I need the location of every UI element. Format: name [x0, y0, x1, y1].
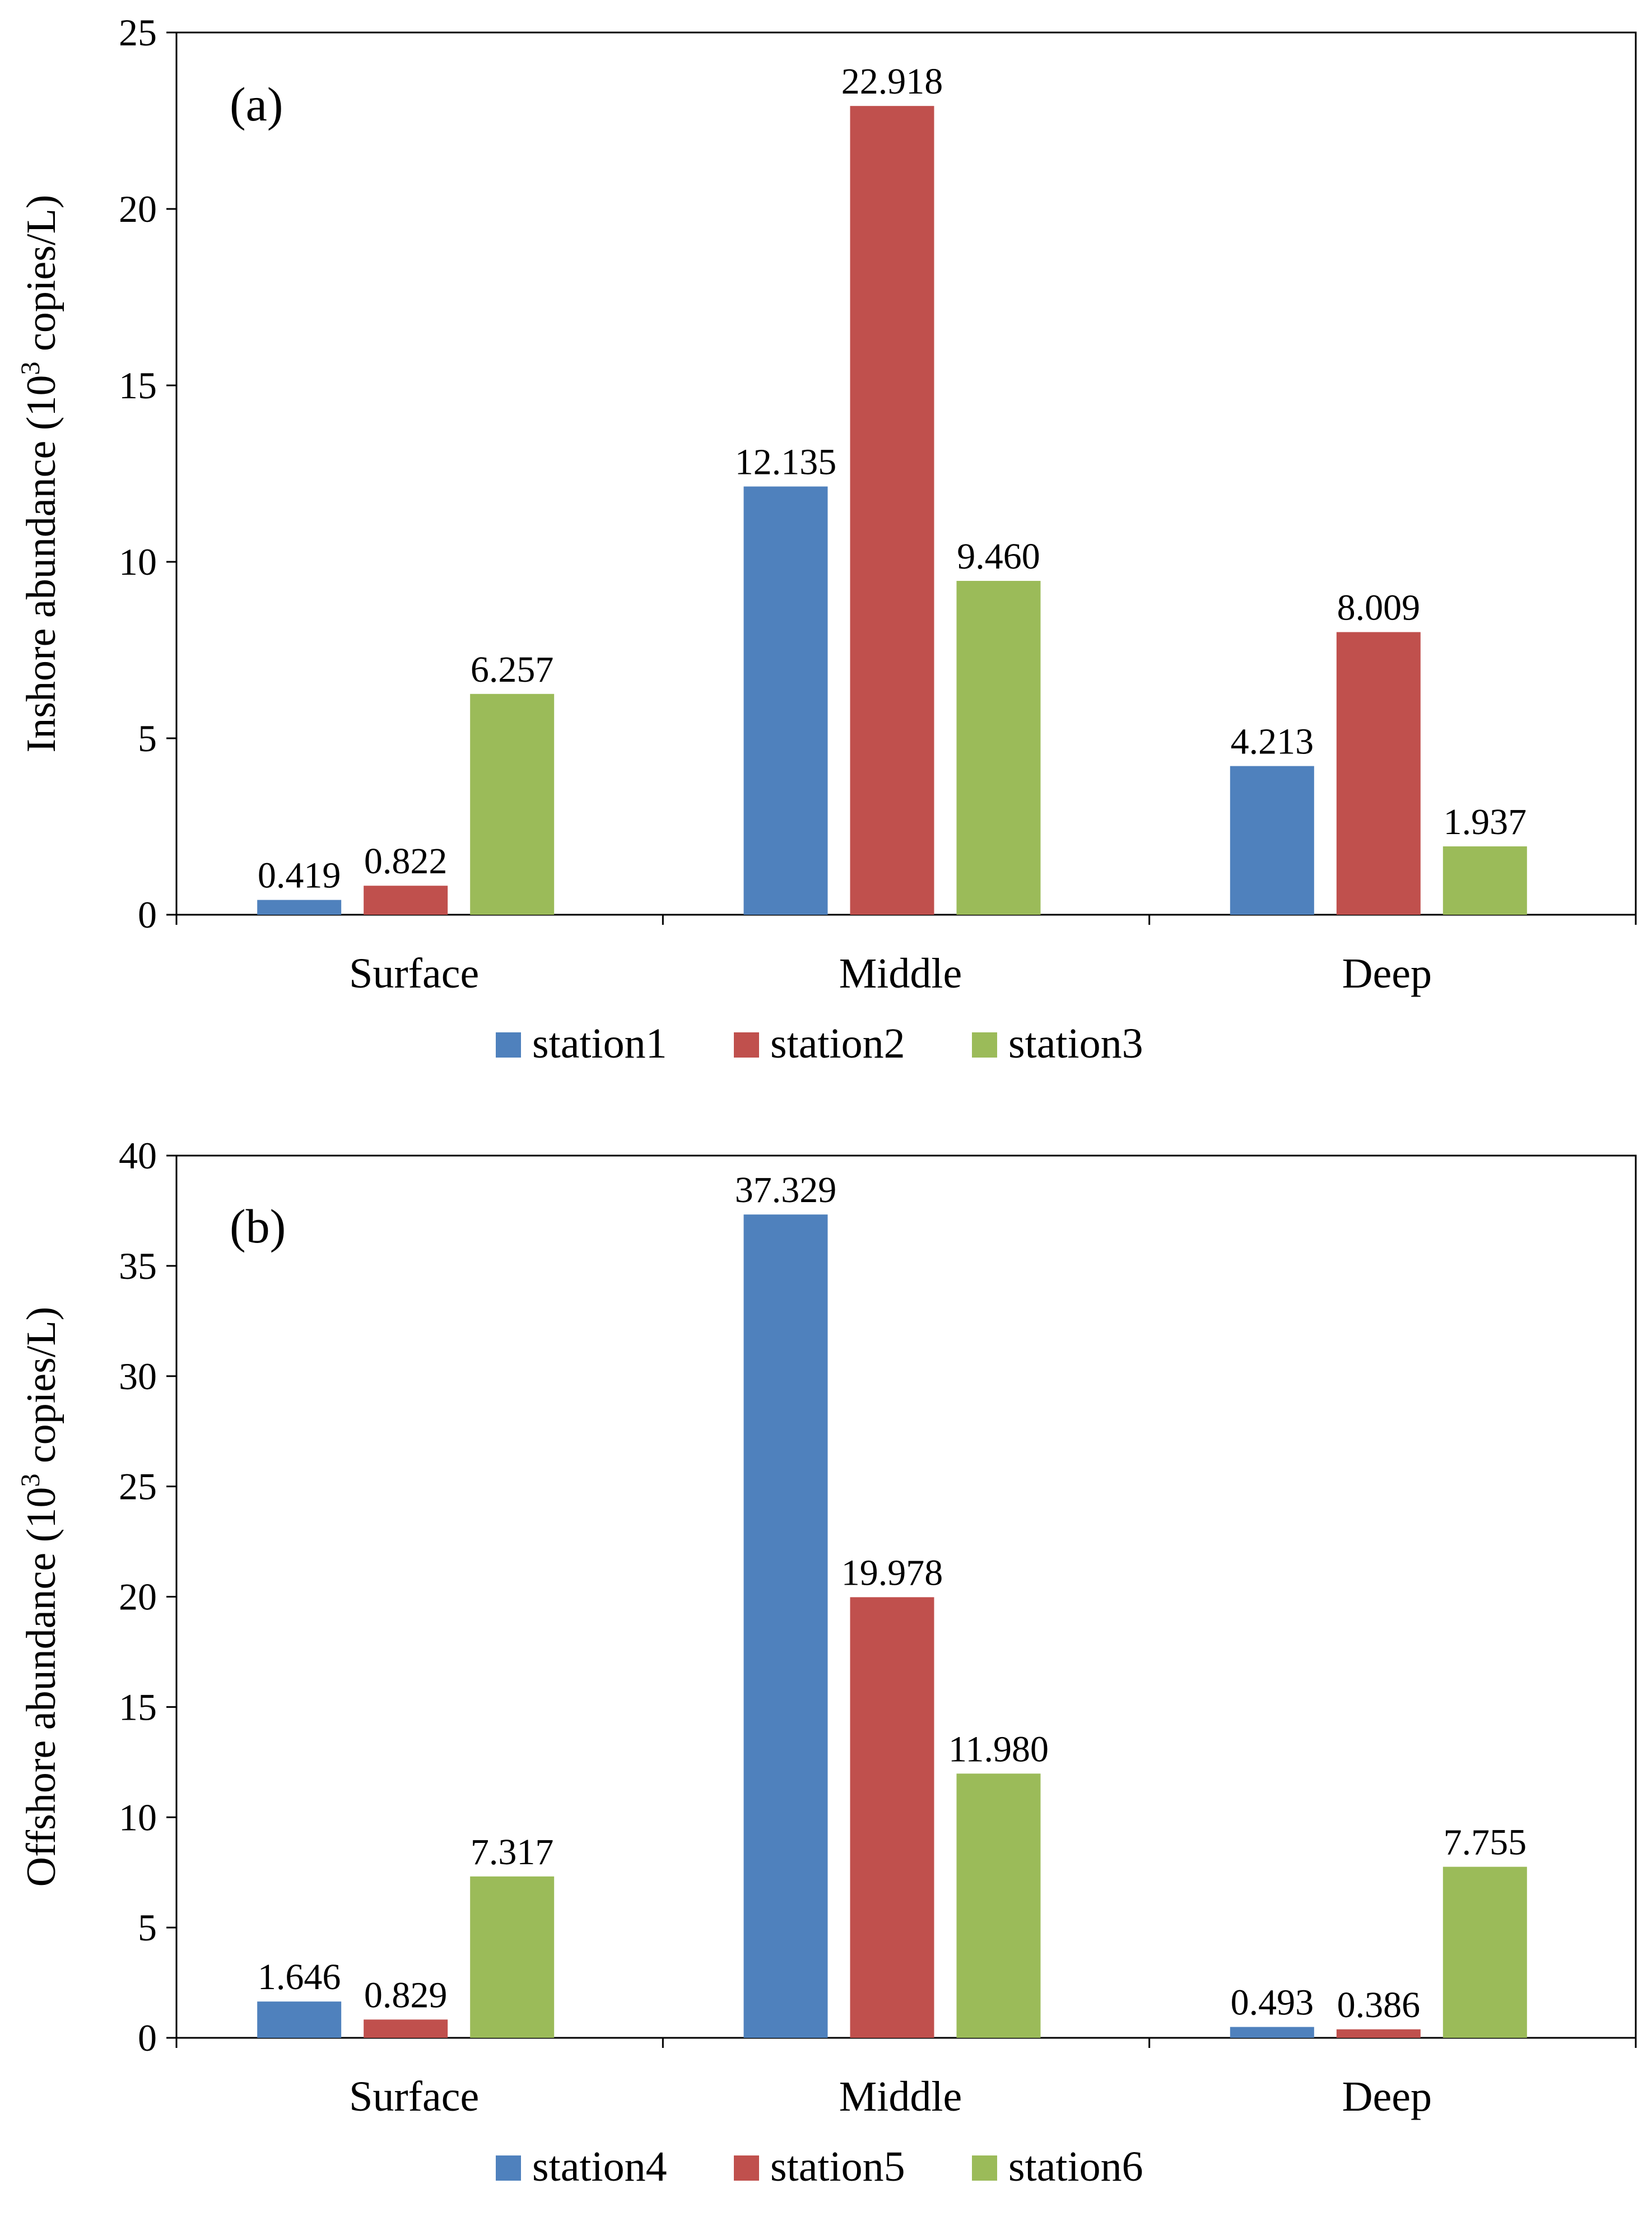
data-label: 11.980 [948, 1729, 1049, 1770]
data-label: 6.257 [471, 649, 554, 690]
y-axis-label: Inshore abundance (103 copies/L) [16, 195, 64, 753]
legend-swatch [734, 2155, 759, 2181]
bar [257, 2001, 342, 2038]
y-tick-label: 0 [138, 893, 157, 936]
y-tick-label: 30 [119, 1355, 157, 1398]
y-axis-label-main: Inshore abundance (10 [18, 375, 64, 753]
data-label: 0.419 [258, 855, 341, 896]
y-axis-label-main: Offshore abundance (10 [18, 1487, 64, 1887]
data-label: 8.009 [1337, 587, 1421, 628]
y-tick-label: 0 [138, 2017, 157, 2059]
legend-swatch [734, 1032, 759, 1058]
bar [470, 1876, 555, 2038]
legend-label: station2 [770, 1020, 905, 1067]
y-axis-label-tail: copies/L) [18, 195, 64, 362]
data-label: 12.135 [735, 441, 837, 482]
y-tick-label: 5 [138, 717, 157, 760]
bar [364, 886, 448, 915]
bar [1336, 2029, 1421, 2038]
bar [364, 2019, 448, 2038]
y-axis-label-tail: copies/L) [18, 1307, 64, 1474]
legend-label: station6 [1008, 2143, 1143, 2190]
bar [956, 1773, 1041, 2038]
legend-label: station5 [770, 2143, 905, 2190]
y-tick-label: 10 [119, 541, 157, 583]
bar [743, 1214, 828, 2038]
data-label: 37.329 [735, 1170, 837, 1210]
bar [743, 486, 828, 915]
x-tick-label: Surface [349, 950, 479, 997]
bar [850, 1597, 934, 2038]
bar [1230, 2027, 1314, 2038]
bar [257, 900, 342, 915]
legend-label: station4 [532, 2143, 667, 2190]
y-axis-label: Offshore abundance (103 copies/L) [16, 1307, 64, 1887]
data-label: 4.213 [1231, 721, 1314, 762]
y-tick-label: 5 [138, 1906, 157, 1949]
bar [1442, 1866, 1527, 2038]
data-label: 0.822 [364, 841, 448, 882]
y-axis-label-sup: 3 [16, 1474, 45, 1487]
legend-swatch [972, 2155, 997, 2181]
y-tick-label: 15 [119, 1685, 157, 1728]
y-tick-label: 20 [119, 188, 157, 230]
panel-label: (b) [230, 1199, 286, 1253]
legend-swatch [972, 1032, 997, 1058]
legend-swatch [496, 2155, 521, 2181]
data-label: 7.755 [1444, 1822, 1527, 1863]
chart-panel-a: 0 5 10 15 20 25 Surface Middle Deep 0.419 12.135 4.… [16, 11, 1637, 1067]
data-label: 1.937 [1444, 802, 1527, 842]
legend-label: station1 [532, 1020, 667, 1067]
x-tick-label: Middle [839, 950, 962, 997]
bar [1336, 632, 1421, 915]
data-label: 22.918 [841, 61, 943, 102]
y-tick-label: 20 [119, 1576, 157, 1618]
y-tick-label: 25 [119, 1465, 157, 1508]
data-label: 0.493 [1231, 1982, 1314, 2023]
legend-label: station3 [1008, 1020, 1143, 1067]
bar [850, 106, 934, 915]
data-label: 9.460 [957, 536, 1040, 577]
y-axis-label-sup: 3 [16, 362, 45, 375]
y-tick-label: 10 [119, 1796, 157, 1838]
panel-label: (a) [230, 77, 283, 131]
x-tick-label: Surface [349, 2073, 479, 2120]
y-tick-label: 35 [119, 1245, 157, 1287]
x-tick-label: Deep [1342, 950, 1432, 997]
legend-swatch [496, 1032, 521, 1058]
y-tick-label: 40 [119, 1134, 157, 1177]
y-tick-label: 25 [119, 11, 157, 54]
x-tick-label: Middle [839, 2073, 962, 2120]
data-label: 7.317 [471, 1832, 554, 1873]
bar [956, 581, 1041, 915]
y-tick-label: 15 [119, 364, 157, 407]
data-label: 19.978 [841, 1552, 943, 1593]
bar [470, 693, 555, 915]
data-label: 0.829 [364, 1975, 448, 2015]
x-tick-label: Deep [1342, 2073, 1432, 2120]
bar [1230, 766, 1314, 915]
bar [1442, 846, 1527, 915]
data-label: 1.646 [258, 1957, 341, 1997]
data-label: 0.386 [1337, 1985, 1421, 2026]
